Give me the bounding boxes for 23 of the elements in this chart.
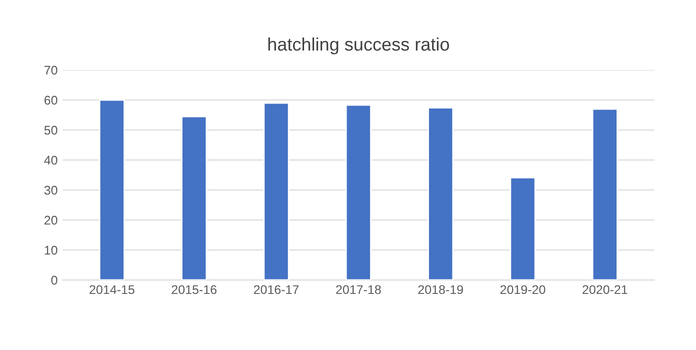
x-tick-label: 2020-21 bbox=[582, 285, 628, 294]
x-tick-label: 2014-15 bbox=[90, 285, 134, 294]
y-tick-label: 0 bbox=[51, 276, 58, 285]
x-tick-label: 2015-16 bbox=[172, 285, 216, 294]
y-tick-label: 10 bbox=[44, 246, 58, 255]
y-tick-label: 40 bbox=[44, 156, 58, 165]
x-tick-label: 2018-19 bbox=[418, 285, 463, 294]
x-tick-label: 2019-20 bbox=[500, 285, 546, 294]
bar bbox=[181, 116, 208, 280]
bar bbox=[510, 177, 536, 280]
bar bbox=[592, 108, 618, 280]
x-tick-label: 2017-18 bbox=[336, 285, 381, 294]
y-tick-label: 50 bbox=[44, 126, 58, 135]
y-tick-label: 60 bbox=[44, 96, 58, 105]
x-tick-label: 2016-17 bbox=[254, 285, 299, 294]
bar bbox=[345, 104, 372, 280]
chart-title: hatchling success ratio bbox=[268, 37, 450, 54]
bar bbox=[428, 107, 454, 280]
bar bbox=[263, 102, 290, 280]
y-tick-label: 30 bbox=[44, 186, 58, 195]
y-tick-label: 20 bbox=[44, 216, 58, 225]
y-tick-label: 70 bbox=[44, 66, 58, 75]
bar bbox=[98, 99, 125, 280]
